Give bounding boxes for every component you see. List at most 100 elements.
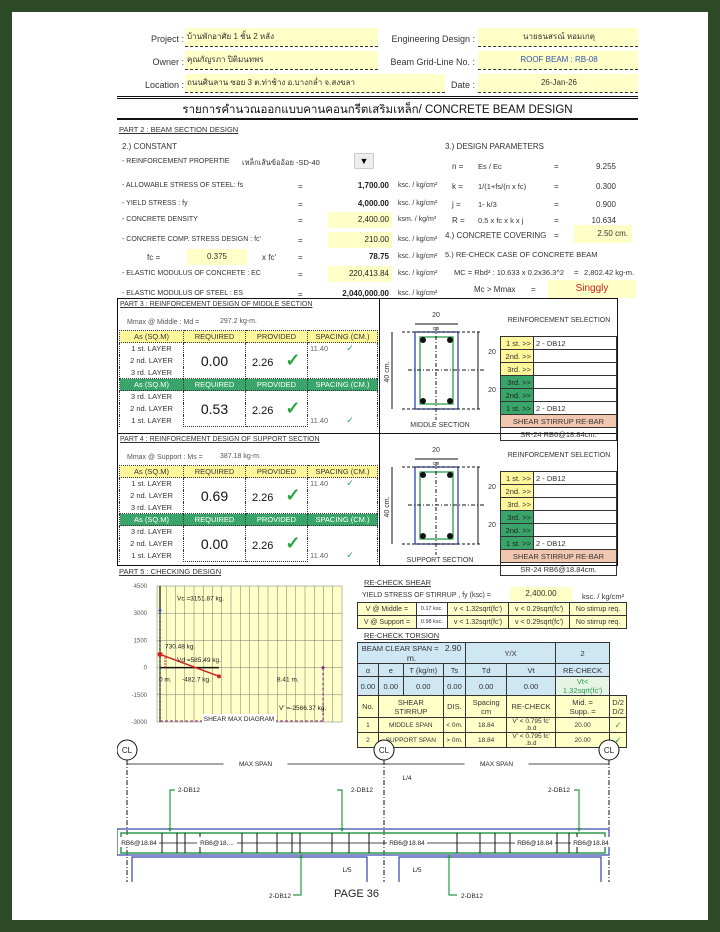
shear-cell: v < 0.29sqrt(fc') (508, 602, 571, 616)
dimension-label: 20 (488, 349, 496, 356)
check-icon: ✓ (346, 550, 354, 560)
stirrup-value: SR-24 RB6@18.84cm. (500, 427, 617, 441)
date-field[interactable]: 26-Jan-26 (478, 74, 638, 93)
param-formula: 1- k/3 (478, 200, 497, 209)
torsion-header: T (kg/m) (402, 663, 444, 677)
recheck-shear-heading: RE-CHECK SHEAR (364, 578, 432, 587)
location-field[interactable]: ถนนศินลาน ซอย 3 ต.ท่าช้าง อ.บางกล่ำ จ.สง… (185, 74, 445, 93)
constant-value[interactable]: 2,400.00 (328, 212, 392, 228)
span-value: 2.90 m. (406, 643, 462, 663)
constant-value[interactable]: 220,413.84 (328, 266, 392, 282)
bar-selection[interactable]: 2 - DB12 (533, 471, 617, 485)
divider (117, 96, 638, 99)
stirrup-header: No. (357, 695, 379, 718)
covering-value[interactable]: 2.50 cm. (574, 225, 632, 243)
fc-factor[interactable]: 0.375 (187, 249, 247, 265)
yx-label: Y/X (465, 642, 556, 664)
reinforcement-select[interactable]: เหล็กเส้นข้ออ้อย -SD-40 (242, 158, 320, 167)
spacing-cell (307, 537, 378, 550)
diagram-label: 0 m. (159, 677, 172, 684)
owner-field[interactable]: คุณกัญรภา ปิติมนทพร (185, 51, 378, 70)
layer-tag: 3rd. >> (500, 362, 534, 376)
bar-selection[interactable] (533, 349, 617, 363)
torsion-header: Td (465, 663, 508, 677)
bar-selection[interactable] (533, 497, 617, 511)
diagram-label: V' =-2566.37 kg. (279, 705, 327, 712)
project-label: Project : (150, 34, 184, 44)
mc-eq: = (574, 268, 579, 277)
reinforcement-label: - REINFORCEMENT PROPERTIE (122, 158, 230, 165)
spacing-value: 11.40 (310, 416, 329, 425)
layer-label: 1 st. LAYER (119, 414, 184, 427)
column-header: SPACING (CM.) (307, 330, 378, 343)
layer-row: 3 rd. LAYER (119, 501, 378, 514)
spacing-cell (307, 354, 378, 367)
bar-selection[interactable]: 2 - DB12 (533, 536, 617, 550)
top-bar-label: 2-DB12 (351, 787, 373, 794)
mc-compare: Mc > Mmax (474, 285, 516, 294)
constant-value[interactable]: 210.00 (328, 232, 392, 248)
drawing-label: L/5 (412, 867, 421, 874)
column-header: SPACING (CM.) (307, 513, 378, 526)
yx-value: 2 (554, 642, 611, 664)
stirrup-value: SR-24 RB6@18.84cm. (500, 562, 617, 576)
bar-selection[interactable] (533, 523, 617, 537)
dimension-label: 20 (488, 387, 496, 394)
beam-detail-drawing: CL CL CL MAX SPAN MAX SPAN L/4 RB6@18.84 RB6@18… (117, 739, 620, 900)
stirrup-header: Spacing cm (465, 695, 508, 718)
stirrup-cell: MIDDLE SPAN (377, 717, 444, 733)
param-eq: = (554, 162, 559, 171)
spacing-value: 11.40 (310, 344, 329, 354)
page-number: PAGE 36 (334, 888, 380, 900)
torsion-header: Ts (442, 663, 467, 677)
stirrup-yield-value[interactable]: 2,400.00 (510, 587, 572, 601)
project-field[interactable]: บ้านพักอาศัย 1 ชั้น 2 หลัง (185, 28, 378, 47)
bar-selection[interactable] (533, 388, 617, 402)
shear-cell: V @ Middle = (357, 602, 417, 616)
y-tick-label: 0 (144, 666, 148, 672)
top-bar-label: 2-DB12 (178, 787, 200, 794)
constant-unit: ksc. / kg/cm² (398, 253, 438, 260)
part2-heading: PART 2 : BEAM SECTION DESIGN (119, 125, 239, 134)
bar-selection[interactable]: 2 - DB12 (533, 401, 617, 415)
selection-row: 3rd. >> (500, 497, 617, 511)
spacing-cell (307, 501, 378, 514)
layer-label: 2 nd. LAYER (119, 354, 184, 367)
spacing-cell: 11.40 ✓ (307, 414, 378, 427)
engineer-field[interactable]: นายธนสรณ์ หอมเกตุ (478, 28, 638, 47)
y-tick-label: -3000 (132, 720, 148, 726)
param-value: 0.900 (595, 200, 616, 209)
spacing-cell: 11.40 ✓ (307, 549, 378, 562)
dimension-label: 20 (488, 522, 496, 529)
torsion-header: RE-CHECK (554, 663, 611, 677)
dropdown-arrow-icon[interactable]: ▼ (354, 153, 374, 169)
bar-selection[interactable]: 2 - DB12 (533, 336, 617, 350)
diagram-label: Vd =585.49 kg. (177, 657, 221, 664)
constant-label: - CONCRETE DENSITY (122, 216, 198, 223)
constant-eq: = (298, 216, 303, 225)
torsion-value: 0.00 (442, 676, 467, 696)
selection-row: 1 st. >> 2 - DB12 (500, 471, 617, 485)
param-symbol: n = (452, 162, 464, 171)
constant-unit: ksc. / kg/cm² (398, 236, 438, 243)
beam-cross-section: 20 cm 40 cm. 20 20 MIDDLE SECTION (384, 312, 496, 429)
bar-selection[interactable] (533, 362, 617, 376)
selection-row: 3rd. >> (500, 375, 617, 389)
layer-row: 1 st. LAYER 0.69 2.26 ✓ 11.40 ✓ (119, 477, 378, 514)
mc-compare-eq: = (531, 285, 536, 294)
beam-grid-field[interactable]: ROOF BEAM : RB-08 (478, 51, 638, 70)
bar-selection[interactable] (533, 510, 617, 524)
provided-cell: 2.26 ✓ (245, 342, 308, 379)
spacing-cell: 11.40 ✓ (307, 342, 378, 355)
param-formula: Es / Ec (478, 162, 502, 171)
shear-table: V @ Middle = 0.17 ksc. v < 1.32sqrt(fc') v … (357, 602, 627, 629)
layer-tag: 3rd. >> (500, 375, 534, 389)
dimension-label: MIDDLE SECTION (410, 422, 470, 429)
span-cell: BEAM CLEAR SPAN = 2.90 m. (356, 642, 467, 664)
recheck-case-heading: 5.) RE-CHECK CASE OF CONCRETE BEAM (445, 250, 598, 259)
bar-selection[interactable] (533, 484, 617, 498)
constant-eq: = (298, 270, 303, 279)
required-area: 0.69 (183, 477, 246, 514)
stirrup-cell: > 0m. (442, 732, 467, 748)
bar-selection[interactable] (533, 375, 617, 389)
